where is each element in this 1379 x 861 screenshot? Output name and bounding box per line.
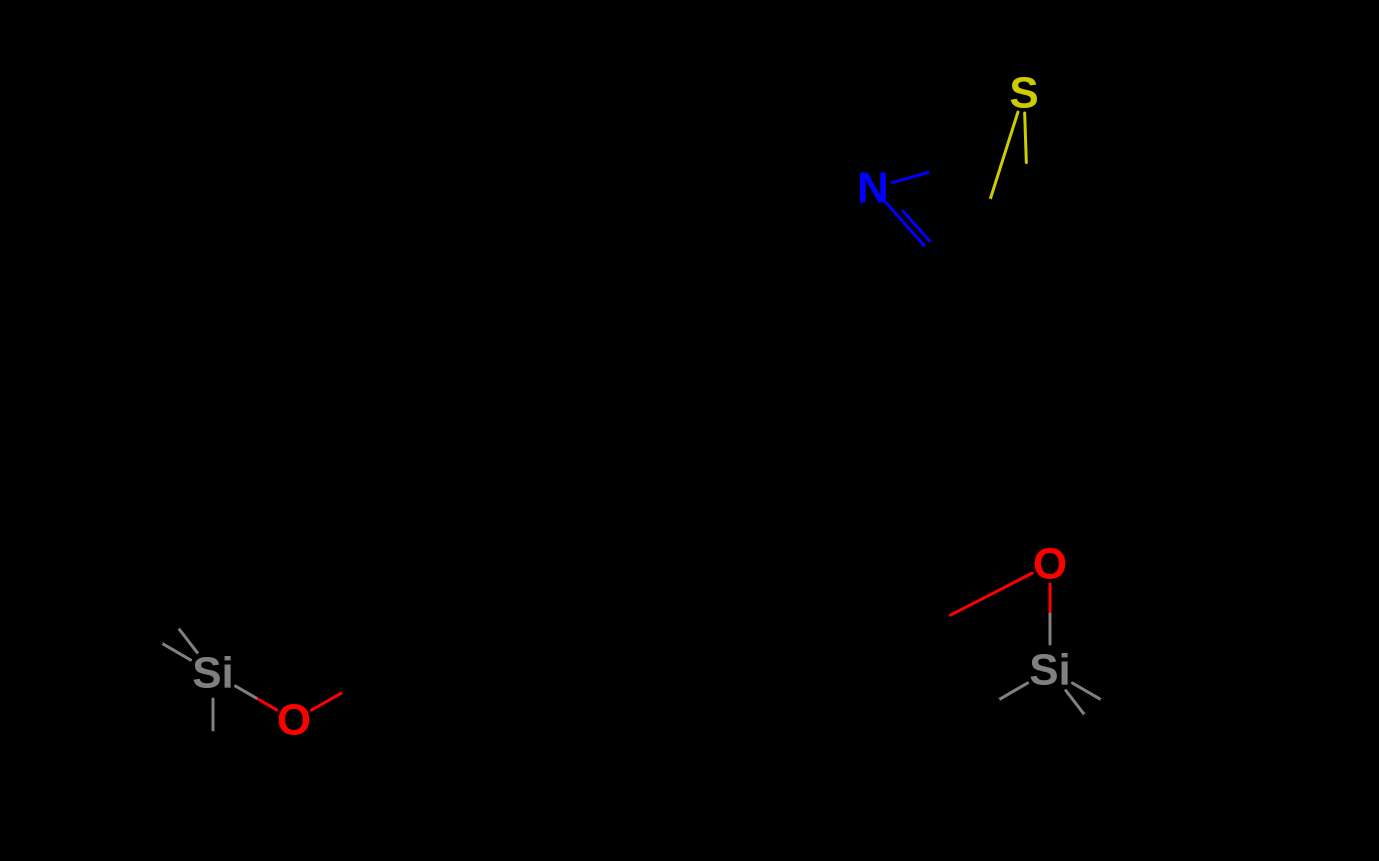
atom-label-O: O: [1033, 540, 1067, 589]
bonds-layer: [132, 29, 1176, 766]
atom-label-N: N: [857, 164, 889, 213]
atom-label-Si: Si: [192, 649, 234, 698]
chemical-structure-diagram: O Si O Si N S: [0, 0, 1379, 861]
atom-label-Si: Si: [1029, 646, 1071, 695]
atom-label-S: S: [1009, 69, 1038, 118]
atom-label-O: O: [277, 696, 311, 745]
